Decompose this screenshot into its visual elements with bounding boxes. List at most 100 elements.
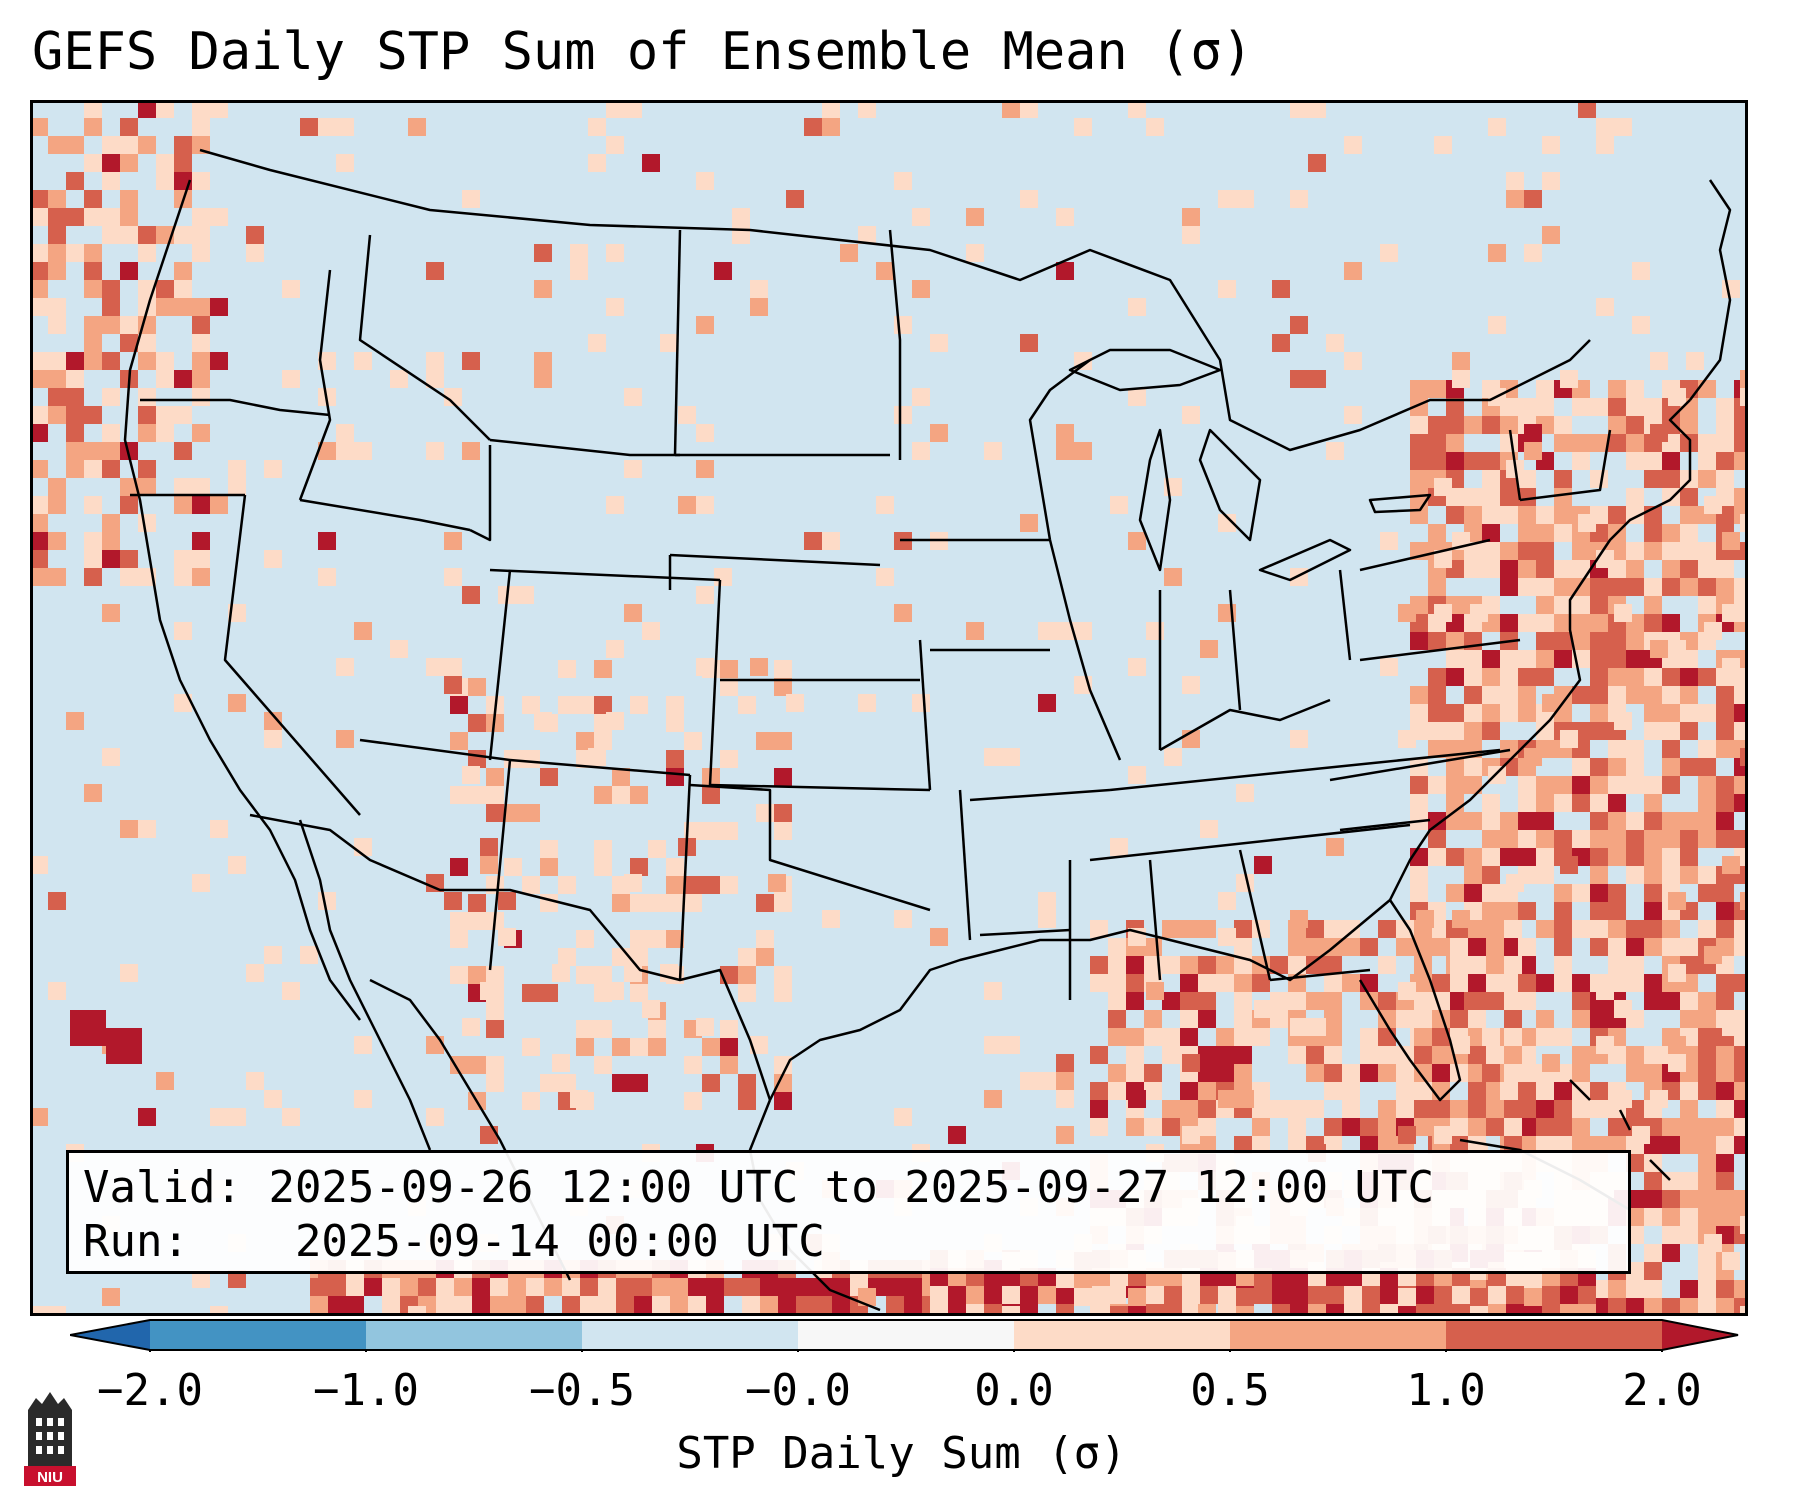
stp-cell (1344, 406, 1362, 424)
stp-cell (336, 730, 354, 748)
stp-cell (1504, 1028, 1522, 1046)
stp-cell (1360, 1028, 1378, 1046)
stp-cell (1056, 442, 1074, 460)
stp-cell (346, 1296, 364, 1314)
stp-cell (486, 804, 504, 822)
stp-cell (1626, 776, 1644, 794)
stp-cell (1680, 686, 1698, 704)
stp-cell (1716, 434, 1734, 452)
stp-cell (228, 1108, 246, 1126)
stp-cell (174, 622, 192, 640)
stp-cell (1464, 650, 1482, 668)
stp-cell (1482, 650, 1500, 668)
stp-cell (1506, 874, 1524, 892)
stp-cell (1722, 532, 1740, 550)
stp-cell (1056, 1270, 1074, 1288)
stp-cell (1722, 856, 1740, 874)
stp-cell (1626, 812, 1644, 830)
stp-cell (1200, 640, 1218, 658)
stp-cell (1716, 1298, 1734, 1316)
stp-cell (138, 406, 156, 424)
stp-cell (1518, 830, 1536, 848)
border-pa-south (1359, 638, 1521, 662)
bahamas (1569, 1079, 1671, 1181)
stp-cell (1482, 668, 1500, 686)
stp-cell (1162, 920, 1180, 938)
stp-cell (1608, 416, 1626, 434)
stp-cell (192, 334, 210, 352)
stp-cell (1056, 1090, 1074, 1108)
stp-cell (192, 136, 210, 154)
stp-cell (66, 244, 84, 262)
stp-cell (468, 714, 486, 732)
stp-cell (426, 658, 444, 676)
stp-cell (1716, 1280, 1734, 1298)
stp-cell (102, 514, 120, 532)
stp-cell (1644, 920, 1662, 938)
stp-cell (1360, 1064, 1378, 1082)
stp-cell (1482, 794, 1500, 812)
stp-cell (1464, 722, 1482, 740)
stp-cell (138, 352, 156, 370)
stp-cell (1644, 470, 1662, 488)
stp-cell (318, 118, 336, 136)
colorbar-tick-label: 2.0 (1622, 1365, 1702, 1416)
stp-cell (1704, 1234, 1722, 1252)
stp-cell (246, 226, 264, 244)
stp-cell (1536, 668, 1554, 686)
stp-cell (768, 874, 786, 892)
stp-cell (1614, 604, 1632, 622)
stp-cell (138, 460, 156, 478)
stp-cell (390, 370, 408, 388)
stp-cell (1378, 956, 1396, 974)
stp-cell (1500, 812, 1518, 830)
stp-cell (192, 100, 210, 118)
stp-cell (1428, 578, 1446, 596)
stp-cell (1680, 560, 1698, 578)
stp-cell (1464, 668, 1482, 686)
stp-cell (450, 912, 468, 930)
stp-cell (1434, 550, 1452, 568)
stp-cell (774, 804, 792, 822)
stp-cell (30, 856, 48, 874)
stp-cell (1650, 1090, 1668, 1108)
stp-cell (1504, 992, 1522, 1010)
stp-cell (912, 280, 930, 298)
stp-cell (1680, 812, 1698, 830)
stp-cell (1722, 280, 1740, 298)
stp-cell (1452, 1286, 1470, 1304)
stp-cell (486, 786, 504, 804)
stp-cell (534, 280, 552, 298)
stp-cell (1536, 650, 1554, 668)
stp-cell (1608, 848, 1626, 866)
stp-cell (138, 136, 156, 154)
stp-cell (742, 1278, 760, 1296)
stp-cell (1342, 974, 1360, 992)
stp-cell (1450, 956, 1468, 974)
stp-cell (1608, 506, 1626, 524)
stp-cell (594, 1056, 612, 1074)
stp-cell (156, 100, 174, 118)
stp-cell (70, 1010, 88, 1028)
stp-cell (1614, 118, 1632, 136)
stp-cell (1252, 1028, 1270, 1046)
stp-cell (1698, 830, 1716, 848)
stp-cell (1716, 776, 1734, 794)
stp-cell (1398, 982, 1416, 1000)
stp-cell (1410, 884, 1428, 902)
stp-cell (246, 244, 264, 262)
stp-cell (756, 732, 774, 750)
stp-cell (742, 1296, 760, 1314)
stp-cell (1734, 794, 1748, 812)
stp-cell (1410, 380, 1428, 398)
stp-cell (984, 1036, 1002, 1054)
stp-cell (1182, 208, 1200, 226)
stp-cell (894, 910, 912, 928)
stp-cell (1596, 1036, 1614, 1054)
stp-cell (1698, 470, 1716, 488)
stp-cell (1410, 776, 1428, 794)
stp-cell (1626, 398, 1644, 416)
stp-cell (1524, 1288, 1542, 1306)
stp-cell (1590, 398, 1608, 416)
colorbar-tick-label: −0.0 (745, 1365, 851, 1416)
